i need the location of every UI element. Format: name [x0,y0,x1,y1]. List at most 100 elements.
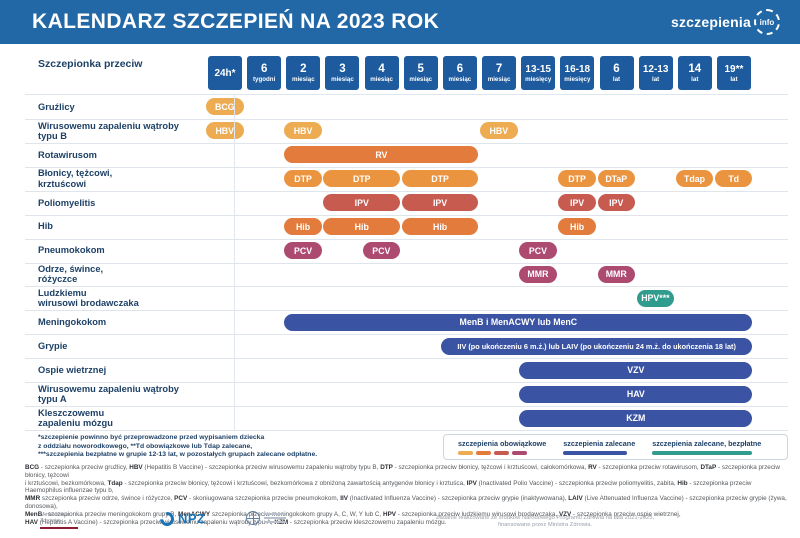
row-separator [25,93,788,95]
row-label-line: krztuścowi [38,178,87,189]
vaccine-pill-bcg: BCG [206,98,244,116]
vaccine-abbreviation: BCG [25,464,40,471]
age-column-4: 4 miesiąc [364,56,399,90]
row-separator [25,262,788,264]
age-value: 6 [613,62,620,75]
info-circle-icon: info [754,9,780,35]
vaccine-abbreviation: Tdap [107,479,123,487]
vaccine-pill-iiv: IIV (po ukończeniu 6 m.ż.) lub LAIV (po … [440,337,753,355]
legend-swatch-brick [494,451,509,455]
vaccine-pill-td: Td [714,170,753,188]
age-column-5: 5 miesiąc [403,56,438,90]
vaccine-abbreviation: HPV [383,510,397,518]
row-label-line: Rotawirusom [38,149,97,160]
abbreviation-description: (Hepatitis A Vaccine) - szczepionka prze… [37,518,275,526]
abbreviation-description: - skoniugowana szczepionka przeciw pneum… [187,495,341,503]
row-label-line: typu A [38,394,67,405]
row-label: Grypie [38,334,67,358]
abbreviation-description: - szczepionka przeciw ludzkiemu wirusowi… [396,510,559,518]
vaccine-pill-hbv: HBV [480,122,518,140]
abbreviation-description: - szczepionka przeciw rotawirusom, [596,464,701,471]
vaccine-abbreviation: IPV [466,479,477,487]
vaccine-abbreviation: RV [588,464,597,471]
age-column-16-18: 16-18 miesięcy [560,56,595,90]
age-unit: tygodni [252,75,276,83]
vaccine-pill-hib: Hib [558,218,596,236]
row-separator [25,238,788,240]
abbreviation-description: (Hepatitis B Vaccine) - szczepionka prze… [142,464,381,471]
row-label: Wirusowemu zapaleniu wątroby typu B [38,119,179,143]
abbreviation-description: (Inactivated Polio Vaccine) - szczepionk… [476,479,678,487]
age-unit: lat [730,75,738,83]
row-separator [25,334,788,336]
abbreviation-description: - szczepionka przeciw błonicy, tężcowi i… [392,464,589,471]
row-label-line: Kleszczowemu [38,407,105,418]
legend-swatch-teal [652,451,753,455]
row-label-line: Błonicy, tężcowi, [38,168,113,179]
vaccine-pill-dtap: DTaP [597,170,635,188]
abbreviation-description: - szczepionka przeciw błonicy, tężcowi [25,464,780,479]
row-label: Rotawirusom [38,143,97,167]
npz-circle-icon [157,508,177,529]
ministry-red-line [40,527,78,530]
page-title: KALENDARZ SZCZEPIEŃ NA 2023 ROK [32,10,440,33]
row-label-line: zapaleniu mózgu [38,418,113,429]
row-label-line: Pneumokokom [38,245,105,256]
footnote-text: *szczepienie powinno być przeprowadzone … [38,434,318,459]
row-separator [25,310,788,312]
row-separator [25,406,788,408]
vaccine-abbreviation: HAV [25,518,38,526]
abbreviation-description: szczepionka przeciw odrze, śwince i róży… [40,495,175,503]
vaccine-abbreviation: IIV [340,495,348,503]
abbreviation-description: szczepionka przeciw meningokokom grupy A… [210,510,383,518]
funding-note: Zadanie realizowane ze środków Narodoweg… [435,515,655,528]
vaccine-pill-hib: Hib [284,218,322,236]
age-value: 5 [417,62,424,75]
vaccine-pill-mmr: MMR [597,265,635,283]
row-label: Meningokokom [38,310,106,334]
vaccine-pill-dtp: DTP [323,170,401,188]
abbreviation-description: - szczepionka przeciw błonicy, tężcowi i… [122,479,467,487]
age-unit: lat [652,75,660,83]
row-label: Ludzkiemu wirusowi brodawczaka [38,286,139,310]
row-label-line: Grypie [38,341,68,352]
row-separator [25,118,788,120]
row-label-line: typu B [38,130,67,141]
row-label: Odrze, śwince, różyczce [38,263,103,287]
institute-logo [246,511,286,525]
row-label-line: Gruźlicy [38,101,75,112]
row-label-line: Poliomyelitis [38,197,96,208]
legend-swatches [563,451,635,455]
legend-swatch-plum [512,451,527,455]
vaccine-pill-tdap: Tdap [675,170,714,188]
row-label: Błonicy, tężcowi, krztuścowi [38,167,112,191]
age-unit: miesiąc [291,75,315,83]
vaccine-abbreviation: MenB [25,510,43,518]
vaccine-abbreviation: VZV [558,510,572,518]
legend-swatch-blue [563,451,628,455]
vaccine-abbreviation: DTaP [700,464,717,471]
age-column-13-15: 13-15 miesięcy [521,56,556,90]
vaccine-pill-ipv: IPV [401,194,479,212]
row-label-line: różyczce [38,274,78,285]
age-value: 16-18 [564,63,591,75]
vaccine-pill-vzv: VZV [519,361,753,379]
age-unit: miesięcy [525,75,552,83]
abbreviation-line: MenB - szczepionka przeciw meningokokom … [25,511,787,519]
npz-logo: NPZ [157,508,206,529]
vaccine-abbreviation: PCV [174,495,188,503]
legend-swatches [652,451,761,455]
vaccine-abbreviation: Hib [677,479,688,487]
row-label-line: Wirusowemu zapaleniu wątroby [38,383,179,394]
row-separator [25,214,788,216]
abbreviation-line: BCG - szczepionka przeciw gruźlicy, HBV … [25,464,787,480]
abbreviation-description: (Inactivated Influenza Vaccine) - szczep… [347,495,569,503]
row-separator [25,430,788,432]
vaccine-pill-menb: MenB i MenACWY lub MenC [284,313,753,331]
abbreviation-description: - szczepionka przeciw Haemophilus influe… [25,479,752,495]
vaccine-pill-hbv: HBV [284,122,322,140]
abbreviation-description: i krztuścowi, bezkomórkowa, [25,479,108,487]
age-value: 14 [688,62,702,75]
row-separator [25,190,788,192]
